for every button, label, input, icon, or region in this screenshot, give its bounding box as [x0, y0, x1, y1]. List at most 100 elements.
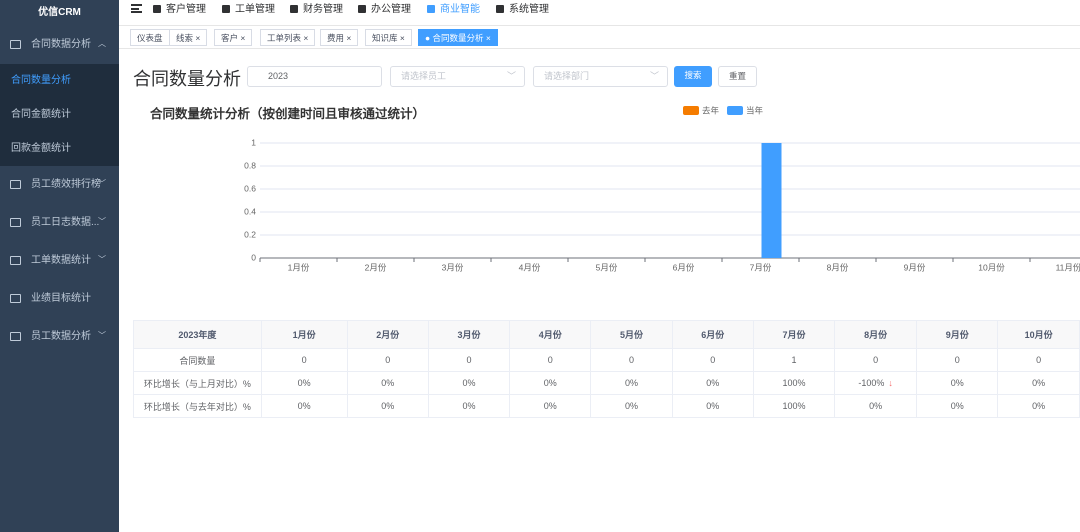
submenu-label: 回款金额统计 — [11, 143, 71, 154]
submenu-item[interactable]: 合同金额统计 — [0, 98, 119, 132]
y-tick-label: 1 — [251, 137, 256, 147]
cell-text: 环比增长（与上月对比）% — [143, 378, 251, 389]
submenu-item[interactable]: 回款金额统计 — [0, 132, 119, 166]
cell-text: 0 — [629, 355, 635, 365]
table-cell: 0% — [509, 394, 592, 418]
cell-text: 合同数量 — [179, 355, 216, 366]
cell-text: 0% — [625, 401, 639, 411]
nav-item[interactable]: 系统管理 — [496, 0, 549, 20]
employee-select[interactable]: 请选择员工 ﹀ — [390, 66, 525, 87]
tab[interactable]: 线索 × — [169, 29, 208, 46]
cell-text: 0 — [954, 355, 960, 365]
tab-active[interactable]: ● 合同数量分析 × — [418, 29, 498, 46]
cell-text: 0 — [710, 355, 716, 365]
submenu-item[interactable]: 合同数量分析 — [0, 64, 119, 98]
cell-text: 10月份 — [1024, 330, 1053, 340]
tab-label: 线索 — [176, 33, 194, 43]
divider — [119, 48, 1080, 49]
header-cell: 10月份 — [997, 320, 1080, 349]
y-tick-label: 0.4 — [244, 206, 256, 216]
cell-text: 0 — [873, 355, 879, 365]
table-cell: 0 — [260, 348, 348, 372]
tab[interactable]: 仪表盘 — [130, 29, 170, 46]
x-tick-label: 5月份 — [596, 262, 618, 272]
nav-item[interactable]: 工单管理 — [222, 0, 275, 20]
table-cell: 合同数量 — [133, 348, 262, 372]
tab[interactable]: 客户 × — [214, 29, 253, 46]
menu-label: 员工绩效排行榜 — [31, 179, 101, 190]
menu-item[interactable]: 工单数据统计 ﹀ — [0, 242, 119, 280]
sidebar: 优信CRM 合同数据分析 ︿ 合同数量分析 合同金额统计 回款金额统计 员工绩效排… — [0, 0, 119, 532]
x-tick-label: 11月份 — [1056, 262, 1080, 272]
cell-text: 100% — [782, 401, 806, 411]
cell-text: 0% — [462, 401, 476, 411]
header-cell: 2023年度 — [133, 320, 262, 349]
cell-text: 2月份 — [376, 330, 400, 340]
submenu-label: 合同数量分析 — [11, 75, 71, 86]
down-arrow: ↓ — [888, 378, 893, 388]
table-cell: 0% — [260, 394, 348, 418]
table-cell: 0% — [916, 394, 999, 418]
menu-label: 员工数据分析 — [31, 331, 91, 342]
y-tick-label: 0 — [251, 252, 256, 262]
chart-title: 合同数量统计分析（按创建时间且审核通过统计） — [150, 107, 426, 121]
legend-label: 去年 — [702, 105, 720, 115]
menu-item[interactable]: 业绩目标统计 — [0, 280, 119, 318]
cell-text: 0 — [466, 355, 472, 365]
x-tick-label: 4月份 — [519, 262, 541, 272]
tab-label: 费用 — [327, 33, 345, 43]
header-row: 2023年度 1月份 2月份 3月份 4月份 5月份 6月份 7月份 8月份 9月份 10月份 — [133, 320, 1080, 349]
chart: 0 0.2 0.4 0.6 0.8 1 去年 当年 1月份 2月份 3月份 4月份 5月份 6月份 7月份 8… — [244, 105, 1080, 272]
x-tick-label: 6月份 — [673, 262, 695, 272]
cell-text: 0% — [543, 401, 557, 411]
search-button[interactable]: 搜索 — [674, 66, 712, 87]
table-cell: -100% ↓ — [834, 371, 918, 395]
header-cell: 2月份 — [346, 320, 429, 349]
cell-text: 0 — [301, 355, 307, 365]
cell-text: 0% — [706, 401, 720, 411]
tab[interactable]: 知识库 × — [365, 29, 412, 46]
legend-swatch — [727, 106, 743, 115]
table-cell: 0% — [834, 394, 918, 418]
menu-item[interactable]: 员工绩效排行榜 ﹀ — [0, 166, 119, 204]
table-cell: 0 — [916, 348, 999, 372]
nav-label: 商业智能 — [440, 4, 480, 15]
table-cell: 环比增长（与去年对比）% — [133, 394, 262, 418]
menu-item[interactable]: 合同数据分析 ︿ — [0, 26, 119, 64]
x-tick-label: 3月份 — [442, 262, 464, 272]
page-title: 合同数量分析 — [133, 69, 241, 89]
nav-item[interactable]: 财务管理 — [290, 0, 343, 20]
nav-item[interactable]: 商业智能 — [427, 0, 480, 20]
reset-button[interactable]: 重置 — [718, 66, 757, 87]
cell-text: 4月份 — [538, 330, 562, 340]
cell-text: 环比增长（与去年对比）% — [143, 401, 251, 412]
cell-text: 0% — [1032, 401, 1046, 411]
header-cell: 6月份 — [671, 320, 754, 349]
tab-label: 仪表盘 — [137, 33, 163, 43]
cell-text: 0% — [950, 378, 964, 388]
menu-item[interactable]: 员工日志数据... ﹀ — [0, 204, 119, 242]
tab-label: 客户 — [221, 33, 239, 43]
x-tick-label: 9月份 — [904, 262, 926, 272]
submenu-label: 合同金额统计 — [11, 109, 71, 120]
cell-text: -100% — [858, 378, 885, 388]
cell-text: 1月份 — [292, 330, 316, 340]
x-tick-label: 2月份 — [365, 262, 387, 272]
y-tick-label: 0.2 — [244, 229, 256, 239]
tab[interactable]: 工单列表 × — [260, 29, 316, 46]
hamburger[interactable] — [131, 4, 142, 13]
cell-text: 0 — [385, 355, 391, 365]
cell-text: 0 — [1036, 355, 1042, 365]
cell-text: 9月份 — [945, 330, 969, 340]
header-cell: 4月份 — [509, 320, 592, 349]
cell-text: 0% — [381, 401, 395, 411]
year-picker[interactable]: 2023 — [247, 66, 382, 87]
nav-item[interactable]: 客户管理 — [153, 0, 206, 20]
menu-item[interactable]: 员工数据分析 ﹀ — [0, 318, 119, 356]
tab[interactable]: 费用 × — [320, 29, 359, 46]
nav-item[interactable]: 办公管理 — [358, 0, 411, 20]
department-select[interactable]: 请选择部门 ﹀ — [533, 66, 668, 87]
table-cell: 0 — [834, 348, 918, 372]
cell-text: 0% — [297, 378, 311, 388]
